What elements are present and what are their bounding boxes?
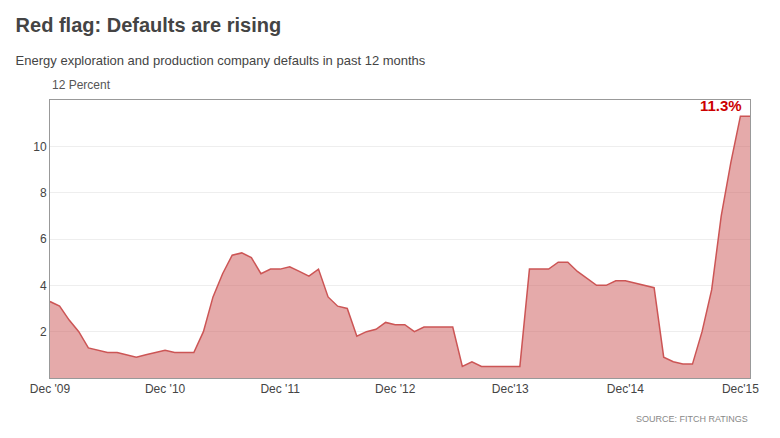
svg-text:2: 2: [40, 325, 47, 339]
svg-text:Dec'15: Dec'15: [722, 382, 759, 396]
svg-text:Red flag: Defaults are rising: Red flag: Defaults are rising: [16, 14, 282, 36]
svg-text:SOURCE: FITCH RATINGS: SOURCE: FITCH RATINGS: [636, 414, 748, 424]
svg-text:4: 4: [40, 279, 47, 293]
svg-text:Energy exploration and product: Energy exploration and production compan…: [16, 53, 426, 68]
svg-text:Dec '12: Dec '12: [375, 382, 416, 396]
svg-text:12 Percent: 12 Percent: [52, 78, 111, 92]
svg-text:Dec'14: Dec'14: [607, 382, 644, 396]
svg-text:11.3%: 11.3%: [700, 97, 742, 114]
svg-text:10: 10: [33, 140, 47, 154]
svg-text:Dec '10: Dec '10: [145, 382, 186, 396]
svg-text:6: 6: [40, 232, 47, 246]
svg-text:Dec'13: Dec'13: [492, 382, 529, 396]
svg-text:Dec '09: Dec '09: [30, 382, 71, 396]
svg-text:8: 8: [40, 186, 47, 200]
svg-text:Dec '11: Dec '11: [260, 382, 300, 396]
